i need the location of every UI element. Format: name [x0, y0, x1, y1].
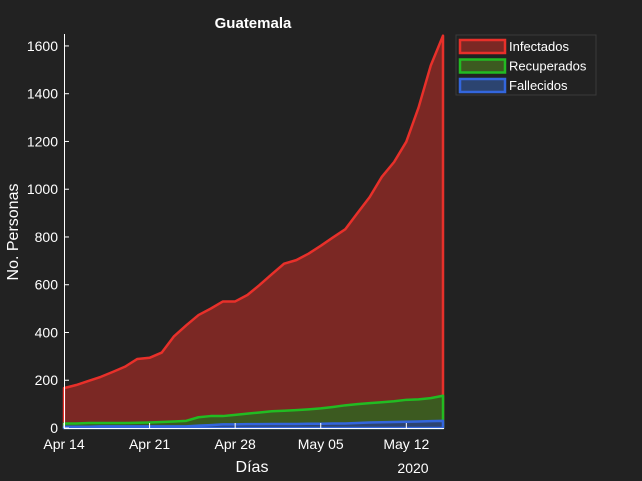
x-tick-label: Apr 28: [215, 436, 256, 452]
area-series-group: [62, 34, 445, 430]
y-tick-label: 1400: [27, 86, 58, 102]
legend: Infectados Recuperados Fallecidos: [455, 34, 597, 96]
x-tick-label: May 12: [383, 436, 429, 452]
x-ticks: Apr 14 Apr 21 Apr 28 May 05 May 12: [43, 423, 429, 452]
legend-swatch-fallecidos: [458, 77, 507, 94]
area-series-infectados: [62, 34, 445, 430]
y-tick-label: 800: [35, 229, 59, 245]
y-tick-label: 1600: [27, 38, 58, 54]
axes: [64, 34, 444, 429]
y-tick-label: 600: [35, 277, 59, 293]
legend-label-fallecidos: Fallecidos: [509, 78, 568, 93]
chart-title: Guatemala: [215, 15, 292, 32]
x-tick-label: May 05: [298, 436, 344, 452]
legend-label-recuperados: Recuperados: [509, 59, 587, 74]
x-axis-year-label: 2020: [397, 460, 428, 476]
legend-label-infectados: Infectados: [509, 39, 569, 54]
legend-swatch-infectados: [458, 38, 507, 55]
y-ticks: 0 200 400 600 800 1000 1200 1400 1600: [27, 38, 69, 436]
x-tick-label: Apr 14: [43, 436, 84, 452]
x-axis-title: Días: [236, 459, 269, 476]
y-tick-label: 1000: [27, 181, 58, 197]
y-tick-label: 1200: [27, 133, 58, 149]
legend-swatch-recuperados: [458, 58, 507, 74]
area-series-recuperados: [62, 394, 445, 430]
x-tick-label: Apr 21: [129, 436, 170, 452]
y-tick-label: 200: [35, 372, 59, 388]
y-tick-label: 400: [35, 324, 59, 340]
y-tick-label: 0: [50, 420, 58, 436]
y-axis-title: No. Personas: [5, 184, 22, 281]
area-series-fallecidos: [62, 419, 445, 430]
